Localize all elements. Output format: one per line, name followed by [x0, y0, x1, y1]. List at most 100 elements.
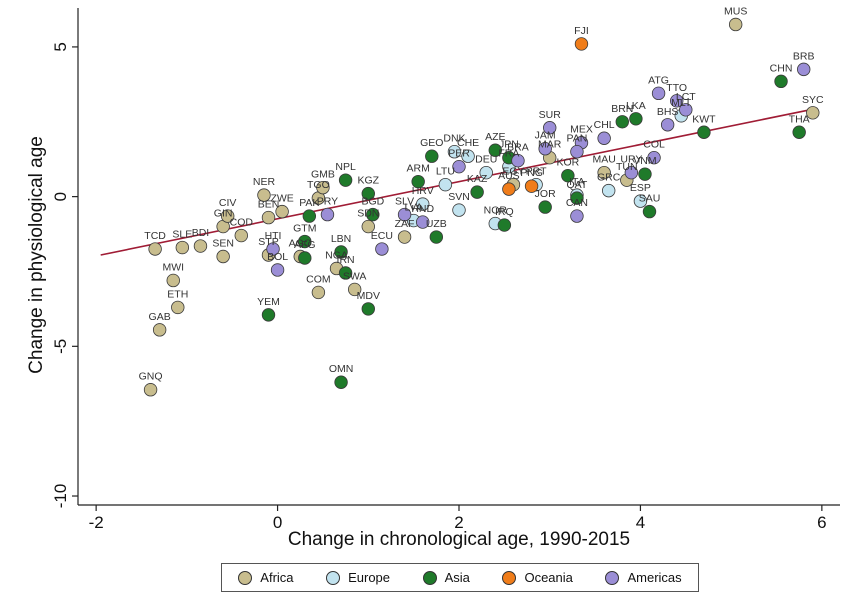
point-label-sen: SEN — [212, 238, 234, 250]
point-label-irq: IRQ — [495, 206, 514, 218]
x-tick-label: -2 — [89, 513, 104, 532]
point-label-swa: SWA — [343, 270, 367, 282]
point-irq — [498, 219, 511, 232]
x-axis-label: Change in chronological age, 1990-2015 — [288, 529, 630, 550]
legend-item-americas: Americas — [605, 570, 681, 585]
point-label-kaz: KAZ — [467, 173, 488, 185]
point-label-bol: BOL — [267, 251, 288, 263]
point-label-fji: FJI — [574, 25, 589, 37]
point-atg — [652, 87, 665, 100]
point-com — [312, 286, 325, 299]
point-gnq — [144, 383, 157, 396]
legend-swatch-americas — [605, 571, 619, 585]
point-omn — [335, 376, 348, 389]
point-label-gmb: GMB — [311, 169, 335, 181]
point-label-ury: URY — [620, 154, 642, 166]
point-label-jam: JAM — [535, 130, 556, 142]
point-label-jor: JOR — [535, 188, 556, 200]
point-label-kgz: KGZ — [357, 175, 379, 187]
y-tick-label: 5 — [51, 42, 70, 51]
point-tcd — [149, 243, 162, 256]
point-label-eth: ETH — [167, 288, 188, 300]
legend-label-asia: Asia — [445, 570, 470, 585]
point-label-mau: MAU — [592, 154, 615, 166]
point-label-sdn: SDN — [357, 208, 379, 220]
point-label-hti: HTI — [265, 230, 282, 242]
x-tick-label: 0 — [273, 513, 282, 532]
point-cod — [235, 229, 248, 242]
point-label-bra: BRA — [507, 142, 529, 154]
point-label-brn: BRN — [611, 103, 633, 115]
point-label-bgd: BGD — [361, 196, 384, 208]
point-vnm — [639, 168, 652, 181]
point-ecu — [376, 243, 389, 256]
point-yem — [262, 309, 275, 322]
point-label-brb: BRB — [793, 50, 815, 62]
point-label-ner: NER — [253, 176, 276, 188]
point-label-gnq: GNQ — [139, 371, 163, 383]
point-label-png: PNG — [520, 167, 543, 179]
point-label-irn: IRN — [337, 254, 355, 266]
legend-swatch-europe — [326, 571, 340, 585]
x-tick-label: 4 — [636, 513, 645, 532]
point-label-aus: AUS — [498, 170, 520, 182]
y-tick-label: 0 — [51, 192, 70, 201]
point-label-kor: KOR — [556, 157, 579, 169]
point-label-sur: SUR — [539, 109, 562, 121]
y-tick-label: -5 — [51, 339, 70, 354]
point-jor — [539, 201, 552, 214]
point-label-ltu: LTU — [436, 166, 455, 178]
data-points — [144, 18, 819, 396]
point-label-gtm: GTM — [293, 223, 316, 235]
point-sle — [176, 241, 189, 254]
point-label-zaf: ZAF — [395, 218, 415, 230]
point-ben — [262, 211, 275, 224]
point-label-civ: CIV — [219, 197, 237, 209]
point-label-sau: SAU — [639, 193, 661, 205]
point-label-sle: SLE — [172, 229, 192, 241]
point-label-lbn: LBN — [331, 233, 351, 245]
legend-label-americas: Americas — [627, 570, 681, 585]
point-label-lct: LCT — [676, 91, 696, 103]
point-can — [571, 210, 584, 223]
legend-label-europe: Europe — [348, 570, 390, 585]
point-label-npl: NPL — [335, 161, 356, 173]
point-label-tcd: TCD — [144, 230, 166, 242]
point-label-geo: GEO — [420, 137, 443, 149]
point-label-mus: MUS — [724, 5, 747, 17]
point-label-zwe: ZWE — [270, 193, 293, 205]
point-label-tgo: TGO — [307, 179, 330, 191]
point-label-com: COM — [306, 273, 331, 285]
point-label-mdv: MDV — [357, 290, 380, 302]
point-mdv — [362, 303, 375, 316]
point-bdi — [194, 240, 207, 253]
legend-item-africa: Africa — [238, 570, 293, 585]
point-svn — [453, 204, 466, 217]
point-aus — [503, 183, 516, 196]
point-kaz — [471, 186, 484, 199]
point-mus — [729, 18, 742, 31]
point-label-pry: PRY — [317, 196, 338, 208]
point-label-hrv: HRV — [412, 185, 434, 197]
point-label-cod: COD — [230, 217, 254, 229]
point-label-per: PER — [448, 148, 470, 160]
legend-swatch-africa — [238, 571, 252, 585]
point-sau — [643, 205, 656, 218]
point-label-yem: YEM — [257, 296, 280, 308]
point-label-bhs: BHS — [657, 106, 679, 118]
point-kwt — [698, 126, 711, 139]
point-label-bdi: BDI — [192, 227, 210, 239]
point-label-arm: ARM — [407, 163, 430, 175]
legend-item-europe: Europe — [326, 570, 390, 585]
point-npl — [339, 174, 352, 187]
point-label-can: CAN — [566, 197, 588, 209]
point-chn — [775, 75, 788, 88]
point-brb — [797, 63, 810, 76]
point-zaf — [398, 231, 411, 244]
legend-label-africa: Africa — [260, 570, 293, 585]
point-eth — [171, 301, 184, 314]
legend-label-oceania: Oceania — [524, 570, 572, 585]
point-pry — [321, 208, 334, 221]
point-tha — [793, 126, 806, 139]
x-tick-label: 6 — [817, 513, 826, 532]
